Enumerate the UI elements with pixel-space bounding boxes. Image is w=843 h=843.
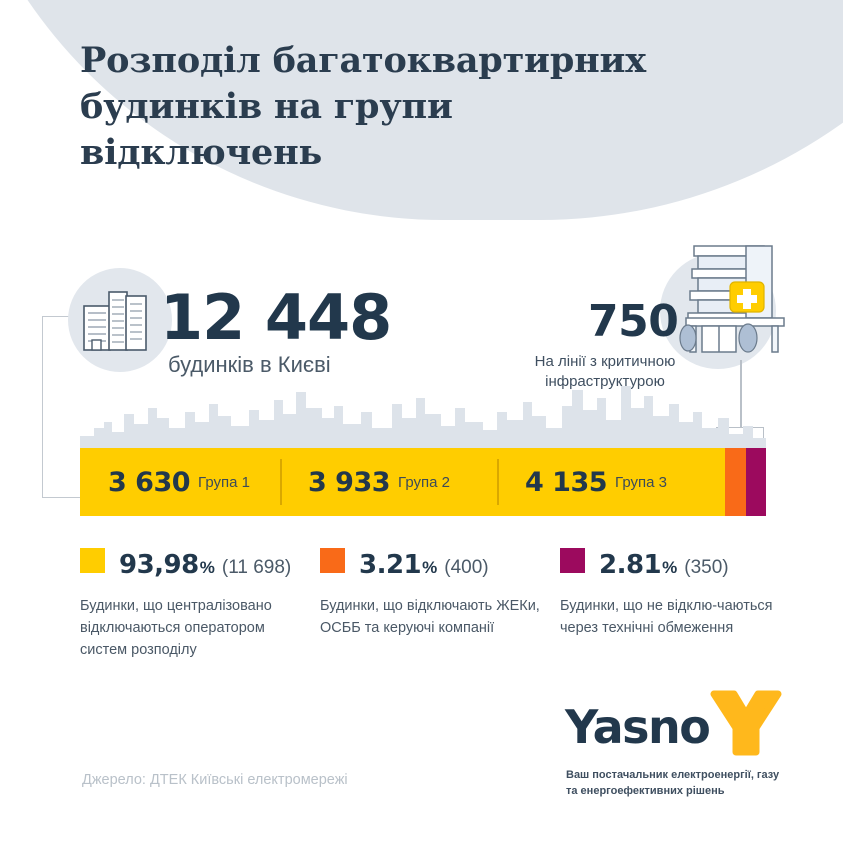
bar-segment-group-2[interactable]: 3 933 Група 2 (280, 448, 497, 516)
legend-description: Будинки, що не відклю-чаються через техн… (560, 598, 773, 636)
distribution-bar: 3 630 Група 1 3 933 Група 2 4 135 Група … (80, 448, 766, 516)
bar-segment-group-label: Група 2 (398, 473, 450, 491)
total-label: будинків в Києві (168, 352, 331, 377)
legend-item-orange: 3.21 % (400) Будинки, що відключають ЖЕК… (320, 548, 545, 640)
legend-percent-sign: % (662, 558, 678, 577)
bar-segment-group-1[interactable]: 3 630 Група 1 (80, 448, 280, 516)
bar-segment-group-label: Група 3 (615, 473, 667, 491)
legend-percent-value: 93,98 (119, 550, 199, 580)
legend-percent-row: 3.21 % (400) (320, 548, 545, 580)
legend-count: (350) (684, 557, 729, 578)
yasno-y-logo-icon (710, 690, 782, 756)
brand-logo: Yasno (565, 690, 782, 756)
bar-segment-value: 3 933 (308, 466, 391, 498)
legend-item-magenta: 2.81 % (350) Будинки, що не відклю-чають… (560, 548, 775, 640)
legend-percent-row: 93,98 % (11 698) (80, 548, 312, 580)
legend-swatch-magenta-icon (560, 548, 585, 573)
bar-segment-orange[interactable] (725, 448, 746, 516)
legend-percent-row: 2.81 % (350) (560, 548, 775, 580)
total-to-bar-bracket (42, 316, 86, 498)
legend-percent-value: 3.21 (359, 550, 422, 580)
legend-description: Будинки, що централізовано відключаються… (80, 598, 272, 658)
legend-count: (11 698) (221, 557, 292, 578)
bar-segment-value: 3 630 (108, 466, 191, 498)
legend-swatch-yellow-icon (80, 548, 105, 573)
critical-value: 750 (588, 296, 679, 347)
legend-percent-sign: % (422, 558, 438, 577)
source-note: Джерело: ДТЕК Київські електромережі (82, 772, 348, 788)
bar-segment-group-label: Група 1 (198, 473, 250, 491)
legend-count: (400) (444, 557, 489, 578)
critical-connector-line (740, 360, 742, 428)
bar-segment-magenta[interactable] (746, 448, 766, 516)
legend-swatch-orange-icon (320, 548, 345, 573)
legend-percent-value: 2.81 (599, 550, 662, 580)
brand-name: Yasno (565, 700, 711, 754)
hospital-building-icon (679, 245, 785, 353)
bar-segment-value: 4 135 (525, 466, 608, 498)
critical-label: На лінії з критичною інфраструктурою (534, 353, 676, 391)
brand-tagline: Ваш постачальник електроенергії, газу та… (566, 769, 780, 797)
legend-percent-sign: % (199, 558, 215, 577)
legend-item-yellow: 93,98 % (11 698) Будинки, що централізов… (80, 548, 312, 661)
page-title: Розподіл багатоквартирних будинків на гр… (80, 40, 646, 174)
apartment-buildings-icon (83, 291, 147, 351)
city-skyline-decoration (80, 386, 766, 450)
legend-description: Будинки, що відключають ЖЕКи, ОСББ та ке… (320, 598, 540, 636)
total-value: 12 448 (160, 281, 392, 354)
bar-segment-group-3[interactable]: 4 135 Група 3 (497, 448, 725, 516)
